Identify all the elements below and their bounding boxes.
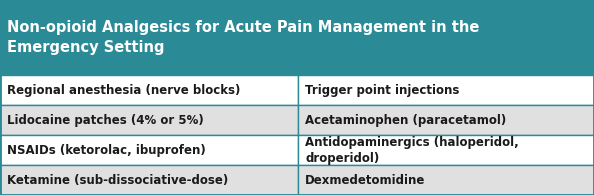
Text: Non-opioid Analgesics for Acute Pain Management in the
Emergency Setting: Non-opioid Analgesics for Acute Pain Man… [7, 20, 479, 55]
Text: Trigger point injections: Trigger point injections [305, 84, 460, 97]
Text: Lidocaine patches (4% or 5%): Lidocaine patches (4% or 5%) [7, 113, 204, 127]
Bar [0, 75, 298, 105]
Text: Acetaminophen (paracetamol): Acetaminophen (paracetamol) [305, 113, 507, 127]
Text: NSAIDs (ketorolac, ibuprofen): NSAIDs (ketorolac, ibuprofen) [7, 144, 206, 157]
Text: Regional anesthesia (nerve blocks): Regional anesthesia (nerve blocks) [7, 84, 241, 97]
Text: Dexmedetomidine: Dexmedetomidine [305, 174, 426, 186]
Bar [0, 0, 594, 75]
Bar [0, 165, 298, 195]
Bar [298, 105, 594, 135]
Text: Antidopaminergics (haloperidol,
droperidol): Antidopaminergics (haloperidol, droperid… [305, 136, 519, 165]
Bar [298, 75, 594, 105]
Bar [298, 165, 594, 195]
Text: Ketamine (sub-dissociative-dose): Ketamine (sub-dissociative-dose) [7, 174, 228, 186]
Bar [0, 135, 298, 165]
Bar [298, 135, 594, 165]
Bar [0, 105, 298, 135]
